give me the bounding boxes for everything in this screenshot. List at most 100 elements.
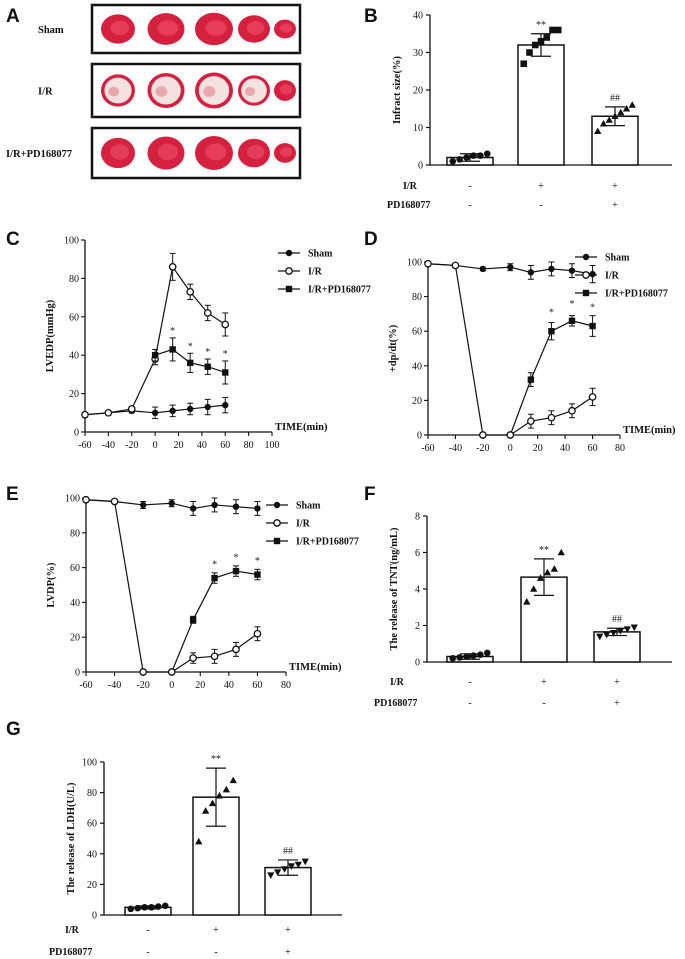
panel-label: B: [364, 6, 378, 27]
y-axis-title: LVDP(%): [46, 562, 57, 608]
x-tick-label: 80: [244, 440, 254, 451]
data-point: [589, 322, 596, 330]
legend-label: I/R: [296, 519, 311, 530]
legend-marker: [285, 249, 293, 257]
treatment-label-ir: I/R: [65, 925, 80, 936]
data-point: [221, 320, 230, 329]
heart-slice-highlight: [205, 143, 227, 161]
data-point: [186, 287, 195, 296]
data-point: [527, 376, 535, 383]
legend-label: I/R+PD168077: [296, 537, 359, 548]
panel-label: A: [6, 6, 20, 27]
heart-slice-border-zone: [203, 86, 216, 97]
y-tick-label: 0: [415, 658, 420, 669]
bar-1: [192, 796, 240, 916]
x-tick-label: 60: [252, 680, 262, 691]
y-tick-label: 20: [413, 86, 423, 97]
data-point: [186, 359, 194, 367]
data-point: [161, 902, 169, 910]
data-point: [134, 904, 141, 912]
y-tick-label: 40: [87, 849, 97, 860]
significance-mark: *: [255, 556, 260, 567]
x-tick-label: -40: [102, 440, 115, 451]
data-point: [609, 629, 618, 637]
treatment-value-ir: -: [468, 181, 471, 192]
x-tick-label: 40: [560, 443, 570, 454]
panel-label: D: [364, 229, 378, 250]
x-tick-label: 40: [197, 440, 207, 451]
y-tick-label: 20: [87, 880, 97, 891]
significance-mark: *: [188, 341, 193, 352]
heart-slice-highlight: [205, 19, 227, 37]
heart-slice-highlight: [246, 21, 265, 35]
data-point: [588, 393, 597, 401]
panel-b-infarct-chart: 0 10 20 30 40 Infract size(%) ** ## I/R PD168077 -…: [387, 11, 672, 211]
y-tick-label: 60: [412, 327, 422, 338]
y-axis-title: Infract size(%): [392, 56, 403, 124]
treatment-value-pd: -: [468, 698, 471, 709]
legend-label: Sham: [296, 501, 321, 512]
treatment-value-ir: +: [538, 181, 544, 192]
treatment-label-ir: I/R: [403, 181, 418, 192]
treatment-label-ir: I/R: [390, 677, 405, 688]
data-point: [527, 417, 535, 426]
data-point: [483, 150, 491, 158]
x-tick-label: -20: [476, 443, 489, 454]
treatment-value-ir: +: [541, 677, 547, 688]
data-point: [479, 265, 487, 273]
data-point: [229, 776, 237, 784]
data-point: [568, 267, 576, 274]
data-point: [254, 505, 261, 512]
data-point: [470, 152, 477, 159]
data-point: [254, 571, 261, 578]
x-tick-label: 60: [588, 443, 598, 454]
legend-marker: [285, 267, 293, 275]
heart-slice-highlight: [157, 20, 179, 36]
y-tick-label: 4: [415, 585, 420, 596]
data-point: [449, 655, 457, 662]
significance-mark: **: [536, 20, 546, 31]
data-point: [280, 866, 289, 873]
y-tick-label: 40: [412, 361, 422, 372]
data-point: [451, 261, 460, 270]
treatment-value-pd: +: [612, 200, 618, 211]
data-point: [82, 495, 90, 504]
treatment-value-pd: -: [468, 200, 471, 211]
data-point: [543, 568, 552, 576]
data-point: [547, 413, 556, 422]
data-point: [151, 409, 159, 416]
x-tick-label: -60: [421, 443, 434, 454]
data-point: [530, 585, 538, 592]
y-tick-label: 100: [65, 494, 80, 505]
significance-mark: *: [570, 299, 575, 310]
data-point: [617, 108, 625, 116]
y-tick-label: 100: [407, 258, 422, 269]
treatment-label-pd: PD168077: [374, 698, 417, 709]
data-point: [294, 861, 302, 869]
data-point: [623, 626, 631, 633]
data-point: [463, 653, 470, 660]
data-point: [506, 431, 515, 439]
significance-mark: ##: [610, 93, 620, 104]
legend-marker: [582, 271, 590, 279]
treatment-value-pd: -: [214, 947, 217, 958]
data-point: [110, 497, 119, 506]
data-point: [622, 104, 631, 112]
data-point: [148, 904, 155, 911]
treatment-value-ir: +: [614, 677, 620, 688]
series-connector: [509, 379, 532, 436]
data-point: [151, 352, 159, 359]
chart-axes: [85, 498, 286, 673]
data-point: [527, 269, 535, 276]
x-tick-label: -60: [79, 680, 92, 691]
data-point: [520, 60, 528, 68]
data-point: [589, 270, 596, 278]
y-tick-label: 30: [413, 48, 423, 59]
y-axis-title: The release of TNT(ng/mL): [389, 527, 400, 650]
data-point: [127, 405, 136, 413]
significance-mark: *: [212, 560, 217, 571]
treatment-value-pd: +: [285, 947, 291, 958]
data-point: [549, 26, 556, 34]
data-point: [155, 903, 162, 910]
y-tick-label: 60: [69, 312, 79, 323]
